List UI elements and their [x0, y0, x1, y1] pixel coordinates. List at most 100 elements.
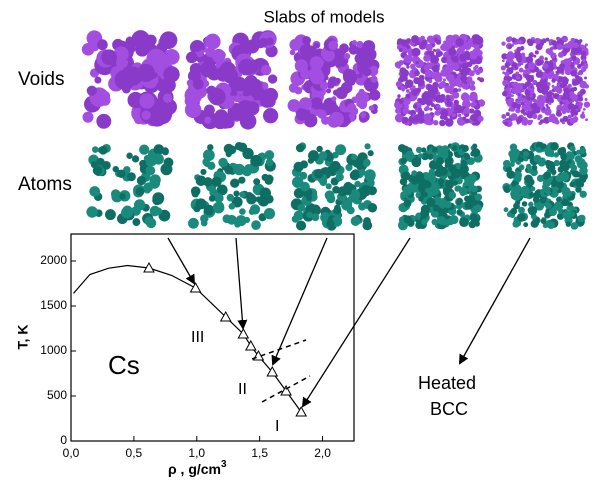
atom	[551, 181, 557, 188]
atoms-slab	[188, 141, 276, 230]
atom	[295, 143, 305, 153]
atom	[427, 153, 434, 160]
void-blob	[579, 88, 586, 95]
void-blob	[547, 49, 554, 56]
void-blob	[419, 42, 426, 50]
atom	[316, 145, 323, 153]
atom	[550, 142, 559, 151]
void-blob	[298, 97, 313, 111]
void-blob	[81, 43, 95, 56]
void-blob	[559, 82, 566, 89]
void-blob	[441, 56, 448, 64]
void-blob	[396, 98, 400, 102]
atom	[408, 174, 418, 183]
void-blob	[528, 62, 536, 70]
atom	[239, 208, 246, 215]
atom	[420, 204, 431, 214]
void-blob	[469, 108, 475, 114]
void-blob	[579, 102, 583, 107]
void-blob	[520, 61, 524, 66]
void-blob	[469, 84, 476, 91]
void-blob	[136, 63, 156, 83]
void-blob	[411, 35, 419, 44]
atom	[367, 186, 377, 196]
atom	[561, 198, 569, 207]
void-blob	[394, 61, 402, 69]
atom	[553, 159, 560, 167]
void-blob	[439, 114, 445, 120]
atom	[575, 186, 582, 193]
void-blob	[461, 82, 469, 90]
void-blob	[533, 54, 537, 58]
data-point	[266, 365, 279, 377]
void-blob	[430, 55, 440, 64]
void-blob	[360, 111, 366, 118]
atom	[154, 207, 163, 215]
atom	[230, 178, 240, 188]
atom	[515, 199, 521, 206]
void-blob	[412, 104, 418, 109]
atom	[509, 161, 515, 167]
void-blob	[368, 105, 375, 111]
void-blob	[584, 43, 588, 47]
void-blob	[505, 84, 509, 88]
atom	[577, 214, 585, 223]
void-blob	[507, 44, 513, 49]
y-tick-label: 1000	[40, 343, 67, 357]
void-blob	[369, 89, 381, 101]
atom	[265, 158, 274, 166]
void-blob	[532, 113, 538, 120]
void-blob	[406, 65, 410, 69]
void-blob	[362, 67, 372, 77]
row-label: Atoms	[18, 174, 72, 195]
atom	[516, 213, 526, 222]
atom	[144, 216, 154, 226]
atom	[326, 219, 335, 228]
atom	[343, 186, 352, 196]
atom	[536, 174, 545, 183]
void-blob	[416, 41, 421, 46]
void-blob	[398, 99, 404, 104]
atom	[318, 151, 328, 160]
atom	[570, 222, 579, 230]
atom	[411, 170, 418, 177]
y-tick-label: 1500	[40, 298, 67, 312]
void-blob	[544, 57, 548, 61]
atom	[349, 170, 360, 181]
x-tick-label: 0,0	[63, 446, 80, 460]
void-blob	[418, 111, 424, 116]
atom	[429, 182, 440, 193]
atom	[470, 151, 476, 157]
atom	[133, 199, 146, 211]
void-blob	[426, 62, 431, 67]
void-blob	[548, 102, 552, 105]
void-blob	[585, 104, 589, 108]
void-blob	[501, 53, 508, 60]
atom	[160, 163, 173, 176]
void-blob	[573, 42, 579, 49]
atom	[253, 178, 261, 186]
atom	[506, 170, 515, 179]
atom	[367, 150, 374, 157]
atom	[200, 219, 208, 227]
void-blob	[542, 63, 549, 69]
atom	[545, 202, 552, 210]
void-blob	[82, 111, 94, 123]
void-blob	[535, 82, 539, 86]
atom	[234, 221, 241, 228]
void-blob	[534, 37, 541, 45]
void-blob	[577, 109, 581, 113]
x-tick-label: 1,0	[188, 446, 205, 460]
void-blob	[559, 76, 565, 82]
atom	[306, 194, 313, 201]
atom	[203, 204, 215, 216]
void-blob	[428, 79, 433, 84]
atom	[346, 206, 355, 215]
void-blob	[526, 99, 533, 105]
atom	[139, 144, 150, 155]
void-blob	[562, 36, 568, 42]
void-blob	[452, 55, 459, 63]
void-blob	[309, 56, 324, 70]
atom	[161, 148, 169, 156]
void-blob	[452, 87, 459, 94]
